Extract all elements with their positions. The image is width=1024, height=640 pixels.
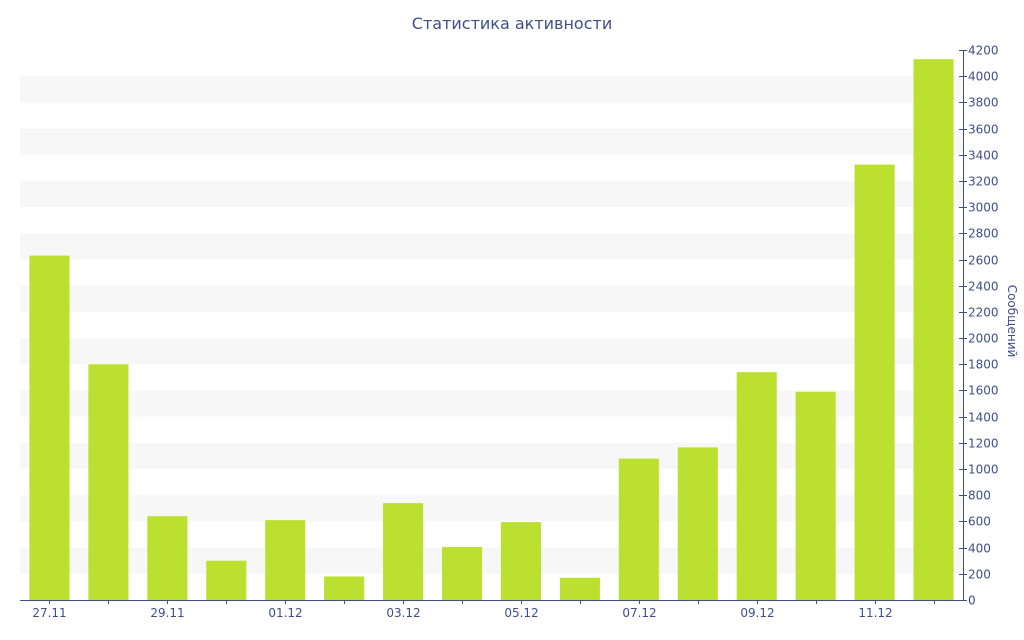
y-tick-label: 1800 <box>968 358 999 372</box>
x-tick-label: 29.11 <box>150 606 184 620</box>
y-tick-label: 1600 <box>968 384 999 398</box>
y-tick-label: 4200 <box>968 44 999 58</box>
bar-04.12 <box>441 546 483 600</box>
bar-03.12 <box>383 503 424 600</box>
y-tick-label: 2400 <box>968 280 999 294</box>
y-tick-label: 800 <box>968 489 991 503</box>
y-tick-label: 1400 <box>968 411 999 425</box>
y-tick-label: 600 <box>968 515 991 529</box>
bar-12.12 <box>913 59 954 600</box>
bar-06.12 <box>559 577 600 600</box>
bar-29.11 <box>147 516 188 600</box>
x-tick-label: 27.11 <box>32 606 66 620</box>
y-tick-label: 2200 <box>968 306 999 320</box>
y-tick-label: 2600 <box>968 254 999 268</box>
x-tick-label: 03.12 <box>386 606 420 620</box>
y-tick-label: 2800 <box>968 227 999 241</box>
x-tick-label: 11.12 <box>858 606 892 620</box>
y-tick-label: 3400 <box>968 149 999 163</box>
bar-10.12 <box>795 391 836 600</box>
bar-01.12 <box>265 520 306 600</box>
x-tick-label: 07.12 <box>622 606 656 620</box>
grid-band <box>20 180 963 208</box>
bar-07.12 <box>618 458 659 600</box>
y-tick-label: 1200 <box>968 437 999 451</box>
bar-11.12 <box>854 164 895 601</box>
x-tick-label: 09.12 <box>740 606 774 620</box>
grid-band <box>20 128 963 155</box>
axes-group <box>20 50 964 601</box>
y-tick-label: 4000 <box>968 70 999 84</box>
bar-05.12 <box>500 522 542 600</box>
grid-band <box>20 338 963 365</box>
bar-30.11 <box>206 560 247 600</box>
y-tick-label: 3800 <box>968 96 999 110</box>
grid-band <box>20 233 963 260</box>
y-axis-label: Сообщений <box>1005 285 1019 358</box>
y-tick-label: 0 <box>968 594 976 608</box>
x-ticks-group: 27.11 29.11 01.12 03.12 05.12 07.12 09.12 11.12 <box>32 600 935 620</box>
y-tick-label: 200 <box>968 568 991 582</box>
bar-08.12 <box>677 447 718 600</box>
x-tick-label: 01.12 <box>268 606 302 620</box>
grid-band <box>20 285 963 312</box>
x-tick-label: 05.12 <box>504 606 538 620</box>
bar-27.11 <box>29 255 70 600</box>
y-tick-label: 2000 <box>968 332 999 346</box>
y-tick-label: 1000 <box>968 463 999 477</box>
y-ticks-group: 0 200 400 600 800 1000 1200 1400 1600 1800 2000 220… <box>959 44 999 608</box>
bar-28.11 <box>88 364 129 600</box>
bar-09.12 <box>736 372 777 600</box>
chart-title: Статистика активности <box>411 14 613 33</box>
bars-group <box>29 59 954 601</box>
grid-band <box>20 76 963 103</box>
y-tick-label: 400 <box>968 542 991 556</box>
y-tick-label: 3600 <box>968 123 999 137</box>
y-tick-label: 3000 <box>968 201 999 215</box>
bar-02.12 <box>324 576 365 600</box>
y-tick-label: 3200 <box>968 175 999 189</box>
